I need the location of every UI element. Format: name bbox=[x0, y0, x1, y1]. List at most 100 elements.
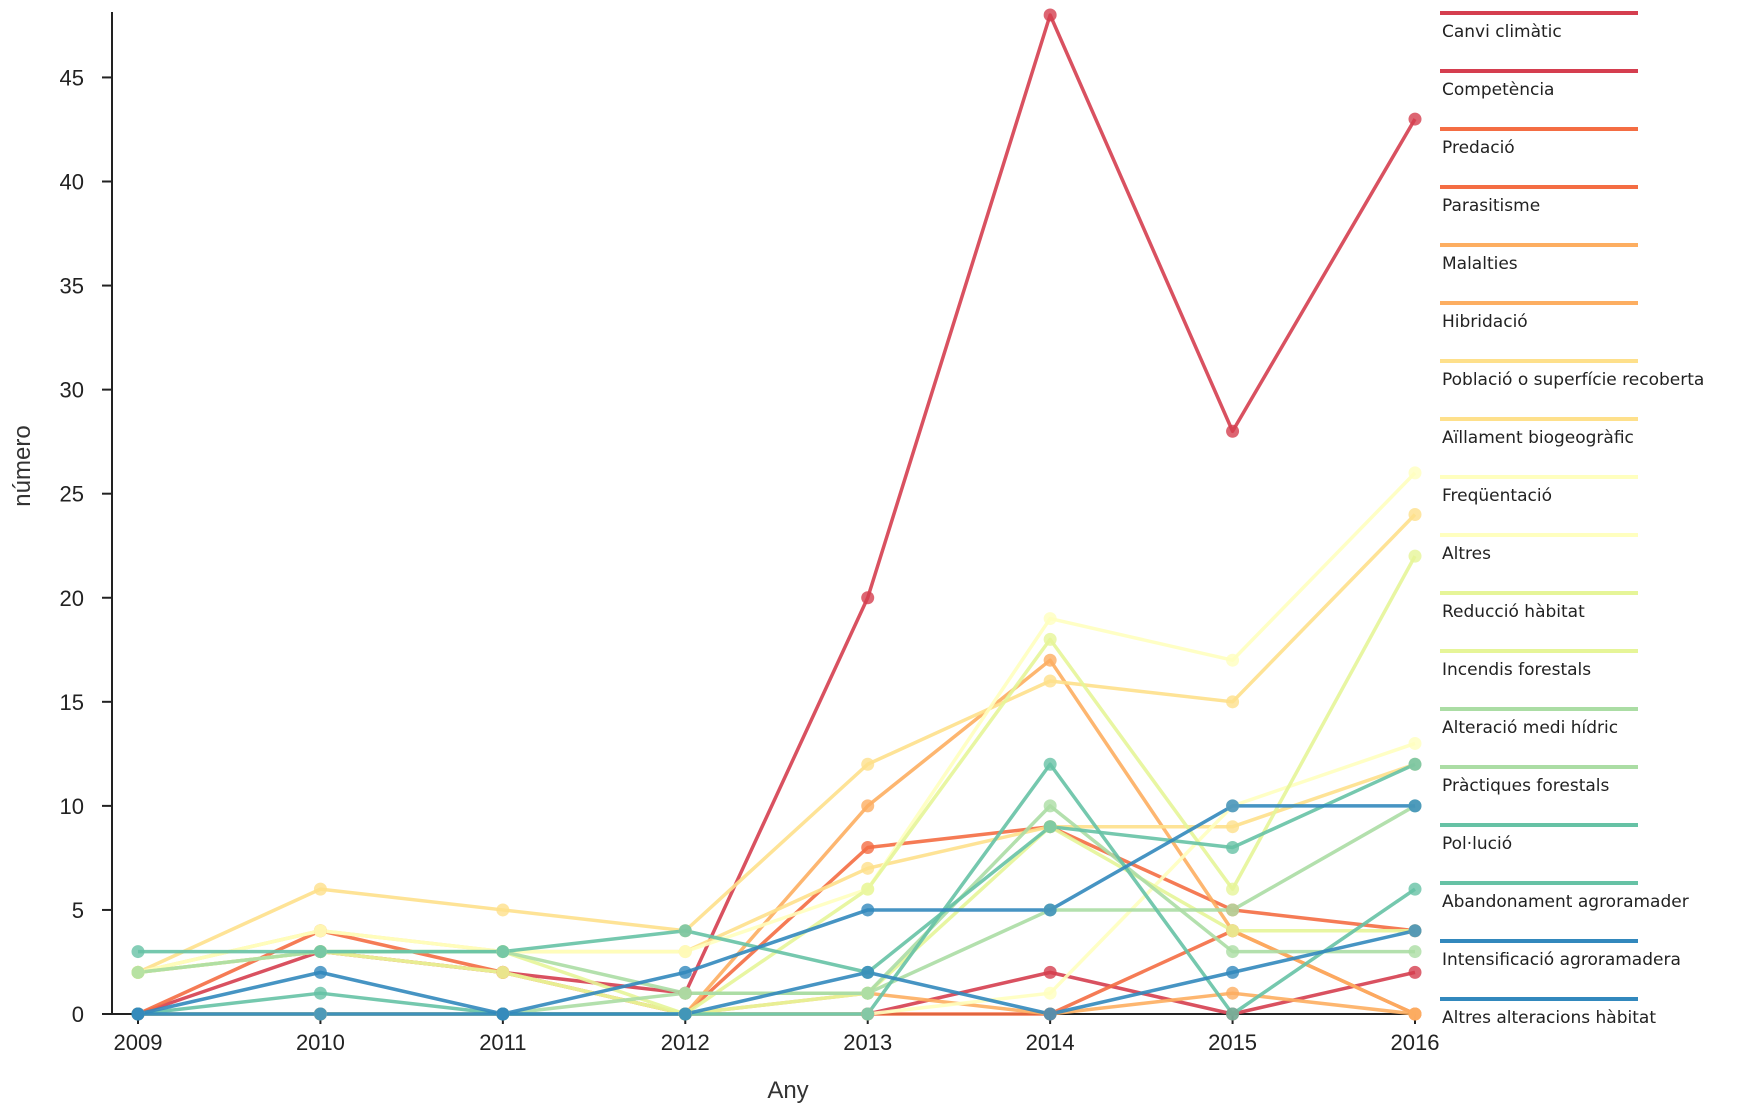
x-tick-label: 2009 bbox=[114, 1030, 163, 1055]
data-point bbox=[496, 965, 510, 979]
data-point bbox=[861, 986, 875, 1000]
x-tick-label: 2012 bbox=[661, 1030, 710, 1055]
data-point bbox=[1043, 903, 1057, 917]
y-tick-label: 15 bbox=[60, 690, 84, 715]
y-axis-ticks: 0 5 10 15 20 25 30 35 40 45 bbox=[60, 65, 112, 1027]
legend-label: Aïllament biogeogràfic bbox=[1442, 428, 1634, 448]
data-point bbox=[1043, 612, 1057, 626]
data-point bbox=[1226, 945, 1240, 959]
data-point bbox=[678, 965, 692, 979]
data-point bbox=[313, 965, 327, 979]
legend-label: Població o superfície recoberta bbox=[1442, 370, 1704, 390]
data-point bbox=[861, 757, 875, 771]
y-tick-label: 5 bbox=[72, 898, 84, 923]
y-tick-label: 40 bbox=[60, 170, 84, 195]
data-point bbox=[1408, 549, 1422, 563]
data-point bbox=[131, 945, 145, 959]
data-point bbox=[1226, 841, 1240, 854]
y-axis-title: número bbox=[9, 425, 36, 506]
data-point bbox=[313, 1007, 327, 1021]
series-line bbox=[137, 13, 1417, 1016]
legend-item: Intensificació agroramadera bbox=[1440, 939, 1681, 970]
series-line bbox=[137, 824, 1415, 1016]
legend-label: Altres alteracions hàbitat bbox=[1442, 1008, 1656, 1028]
data-point bbox=[313, 882, 327, 896]
x-tick-label: 2011 bbox=[479, 1030, 526, 1055]
data-point bbox=[496, 945, 510, 959]
series-line bbox=[137, 804, 1416, 995]
legend-item: Alteració medi hídric bbox=[1440, 707, 1638, 738]
data-point bbox=[496, 1007, 510, 1021]
data-point bbox=[1408, 508, 1422, 521]
data-point bbox=[313, 924, 327, 938]
y-tick-label: 35 bbox=[60, 274, 84, 299]
data-point bbox=[1043, 799, 1057, 813]
legend-label: Reducció hàbitat bbox=[1442, 602, 1585, 622]
data-point bbox=[1043, 757, 1057, 771]
data-point bbox=[861, 903, 875, 917]
data-point bbox=[1226, 1007, 1240, 1021]
data-point bbox=[861, 882, 875, 896]
series-line bbox=[137, 804, 1415, 1016]
series-line bbox=[137, 658, 1416, 1016]
data-point bbox=[1408, 112, 1422, 126]
legend-label: Canvi climàtic bbox=[1442, 22, 1562, 42]
legend-label: Freqüentació bbox=[1442, 486, 1552, 506]
data-point bbox=[1043, 8, 1057, 22]
y-tick-label: 10 bbox=[60, 794, 84, 819]
legend-item: Incendis forestals bbox=[1440, 649, 1638, 680]
data-point bbox=[1226, 882, 1240, 896]
data-point bbox=[1043, 632, 1057, 646]
series-line bbox=[137, 471, 1417, 975]
data-point bbox=[1043, 986, 1057, 1000]
legend: Canvi climàtic Competència Predació Parasit… bbox=[1440, 11, 1704, 1028]
y-tick-label: 20 bbox=[60, 586, 84, 611]
data-point bbox=[1226, 820, 1240, 834]
data-point bbox=[1408, 965, 1422, 979]
data-point bbox=[1226, 924, 1240, 938]
legend-label: Malalties bbox=[1442, 254, 1518, 274]
data-point bbox=[861, 841, 875, 854]
legend-label: Competència bbox=[1442, 80, 1554, 100]
data-point bbox=[861, 861, 875, 875]
legend-item: Competència bbox=[1440, 69, 1638, 100]
data-point bbox=[1408, 1007, 1422, 1021]
data-point bbox=[1043, 653, 1057, 667]
legend-label: Pràctiques forestals bbox=[1442, 776, 1610, 796]
series-points bbox=[131, 8, 1422, 1021]
data-point bbox=[861, 1007, 875, 1021]
legend-item: Freqüentació bbox=[1440, 475, 1638, 506]
data-point bbox=[1408, 882, 1422, 896]
legend-item: Abandonament agroramader bbox=[1440, 881, 1689, 912]
x-axis-ticks: 2009 2010 2011 2012 2013 2014 2015 2016 bbox=[114, 1014, 1440, 1055]
data-point bbox=[1043, 674, 1057, 688]
series-lines bbox=[137, 13, 1417, 1016]
data-point bbox=[861, 799, 875, 813]
series-line bbox=[137, 513, 1417, 974]
data-point bbox=[678, 1007, 692, 1021]
legend-item: Hibridació bbox=[1440, 301, 1638, 332]
data-point bbox=[1408, 466, 1422, 480]
data-point bbox=[313, 945, 327, 959]
data-point bbox=[1043, 965, 1057, 979]
data-point bbox=[678, 945, 692, 959]
legend-item: Pol·lució bbox=[1440, 823, 1638, 854]
data-point bbox=[1226, 799, 1240, 813]
x-axis-title: Any bbox=[767, 1077, 808, 1104]
legend-item: Parasitisme bbox=[1440, 185, 1638, 216]
data-point bbox=[1226, 986, 1240, 1000]
data-point bbox=[1226, 653, 1240, 667]
x-tick-label: 2015 bbox=[1208, 1030, 1257, 1055]
data-point bbox=[131, 965, 145, 979]
data-point bbox=[1408, 799, 1422, 813]
x-tick-label: 2016 bbox=[1391, 1030, 1440, 1055]
data-point bbox=[1043, 820, 1057, 834]
y-tick-label: 45 bbox=[60, 65, 84, 90]
legend-label: Hibridació bbox=[1442, 312, 1528, 332]
series-line bbox=[138, 929, 1416, 1016]
legend-label: Incendis forestals bbox=[1442, 660, 1591, 680]
series-line bbox=[137, 762, 1416, 1016]
legend-item: Reducció hàbitat bbox=[1440, 591, 1638, 622]
data-point bbox=[861, 965, 875, 979]
